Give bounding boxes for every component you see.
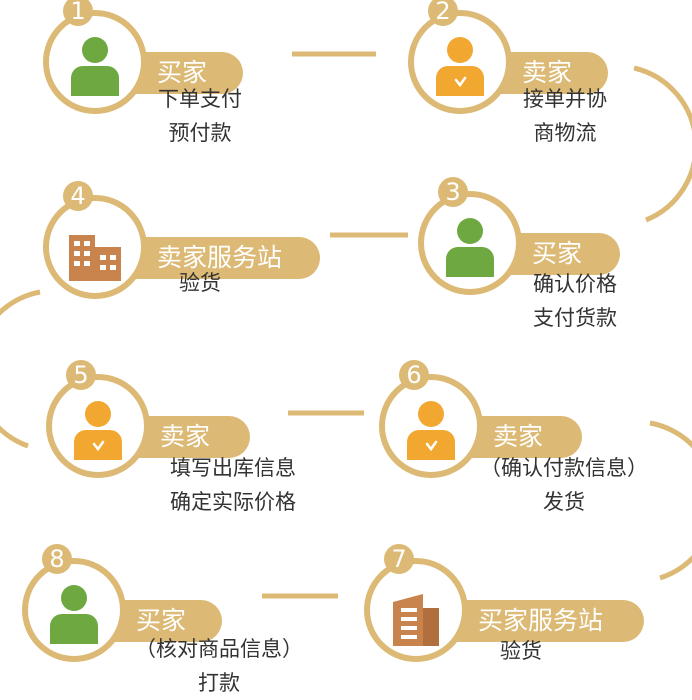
step-description-line: 下单支付 xyxy=(158,87,242,111)
step-description-line: 支付货款 xyxy=(533,306,617,330)
step-description-line: （核对商品信息） xyxy=(135,637,303,661)
building-icon xyxy=(69,235,121,281)
step-number: 3 xyxy=(438,177,468,207)
step-description-line: 商物流 xyxy=(533,121,597,145)
step-8: 买家 8 （核对商品信息） 打款 xyxy=(22,544,303,695)
step-3: 买家 3 确认价格 支付货款 xyxy=(418,177,620,330)
green-user-icon xyxy=(71,37,119,96)
building-icon xyxy=(393,594,439,646)
step-number: 4 xyxy=(63,181,93,211)
step-number: 1 xyxy=(63,0,93,26)
step-description: 填写出库信息 确定实际价格 xyxy=(148,451,318,519)
step-description-line: 打款 xyxy=(198,671,240,695)
connector-6-7 xyxy=(649,420,692,581)
step-description: 确认价格 支付货款 xyxy=(515,267,635,335)
step-description-line: 发货 xyxy=(543,490,585,514)
step-description-line: （确认付款信息） xyxy=(480,456,648,480)
step-description-line: 填写出库信息 xyxy=(170,456,296,480)
step-number: 6 xyxy=(399,360,429,390)
step-number: 8 xyxy=(42,544,72,574)
connector-4-5 xyxy=(0,289,41,449)
step-description: 验货 xyxy=(466,634,576,668)
step-description: 接单并协 商物流 xyxy=(505,82,625,150)
green-user-icon xyxy=(50,585,98,644)
step-number: 7 xyxy=(384,544,414,574)
step-description: （确认付款信息） 发货 xyxy=(469,451,659,519)
step-description-line: 接单并协 xyxy=(523,87,607,111)
orange-user-icon xyxy=(407,401,455,460)
step-4: 卖家服务站 4 验货 xyxy=(43,181,320,299)
step-description-line: 预付款 xyxy=(168,121,232,145)
role-label: 买家服务站 xyxy=(434,600,644,642)
step-7: 买家服务站 7 验货 xyxy=(364,544,644,663)
step-description-line: 确认价格 xyxy=(533,272,617,296)
green-user-icon xyxy=(446,218,494,277)
step-number: 2 xyxy=(428,0,458,26)
step-description-line: 验货 xyxy=(500,639,542,663)
orange-user-icon xyxy=(74,401,122,460)
connector-2-3 xyxy=(633,65,692,223)
step-6: 卖家 6 （确认付款信息） 发货 xyxy=(379,360,648,514)
role-label: 卖家服务站 xyxy=(113,237,320,279)
orange-user-icon xyxy=(436,37,484,96)
role-label: 卖家 xyxy=(449,416,582,458)
step-description-line: 验货 xyxy=(179,271,221,295)
step-number: 5 xyxy=(66,360,96,390)
step-description: 下单支付 预付款 xyxy=(140,82,260,150)
step-1: 买家 1 下单支付 预付款 xyxy=(43,0,243,145)
step-description: （核对商品信息） 打款 xyxy=(124,632,314,700)
step-5: 卖家 5 填写出库信息 确定实际价格 xyxy=(46,360,296,514)
step-description: 验货 xyxy=(150,266,250,300)
step-2: 卖家 2 接单并协 商物流 xyxy=(408,0,608,145)
step-description-line: 确定实际价格 xyxy=(170,490,296,514)
